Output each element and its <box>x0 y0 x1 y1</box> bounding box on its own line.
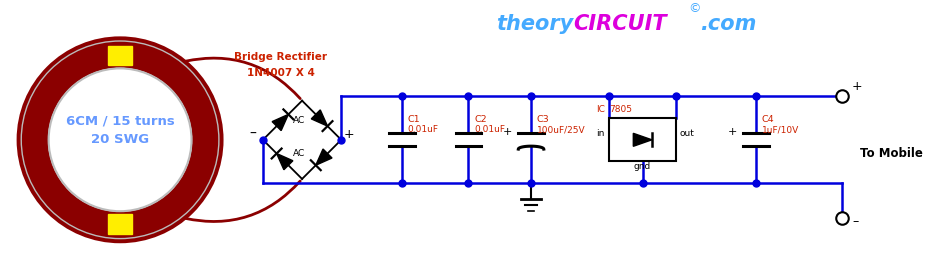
Text: +: + <box>344 128 354 141</box>
Text: –: – <box>250 127 256 141</box>
Circle shape <box>21 40 220 240</box>
Text: 100uF/25V: 100uF/25V <box>537 125 585 134</box>
Text: 0.01uF: 0.01uF <box>408 125 439 134</box>
Text: +: + <box>728 128 738 138</box>
Text: ©: © <box>688 2 701 15</box>
Text: in: in <box>597 129 604 138</box>
Text: theory: theory <box>496 14 573 34</box>
Text: out: out <box>680 129 695 138</box>
Bar <box>108 214 132 234</box>
Text: IC: IC <box>597 105 606 114</box>
Bar <box>108 46 132 65</box>
Text: C2: C2 <box>474 115 487 124</box>
Text: C1: C1 <box>408 115 421 124</box>
Text: 0.01uF: 0.01uF <box>474 125 505 134</box>
Text: +: + <box>503 128 512 138</box>
Text: gnd: gnd <box>634 162 651 171</box>
Polygon shape <box>277 153 293 170</box>
Text: C4: C4 <box>762 115 774 124</box>
Text: .com: .com <box>700 14 756 34</box>
Text: C3: C3 <box>537 115 550 124</box>
Polygon shape <box>633 133 652 146</box>
Text: AC: AC <box>293 149 305 158</box>
Polygon shape <box>272 114 288 131</box>
Circle shape <box>50 69 191 210</box>
Text: Bridge Rectifier: Bridge Rectifier <box>234 52 327 62</box>
Text: AC: AC <box>293 116 305 125</box>
Text: 1uF/10V: 1uF/10V <box>762 125 799 134</box>
Text: 1N4007 X 4: 1N4007 X 4 <box>247 68 314 78</box>
Text: To Mobile: To Mobile <box>860 147 923 161</box>
Bar <box>610 118 676 161</box>
Text: 6CM / 15 turns
20 SWG: 6CM / 15 turns 20 SWG <box>65 114 175 145</box>
Polygon shape <box>316 149 332 165</box>
Text: +: + <box>852 80 863 94</box>
Text: –: – <box>852 215 858 229</box>
Circle shape <box>49 68 192 211</box>
Text: CIRCUIT: CIRCUIT <box>573 14 667 34</box>
Text: 7805: 7805 <box>610 105 632 114</box>
Polygon shape <box>311 110 327 126</box>
